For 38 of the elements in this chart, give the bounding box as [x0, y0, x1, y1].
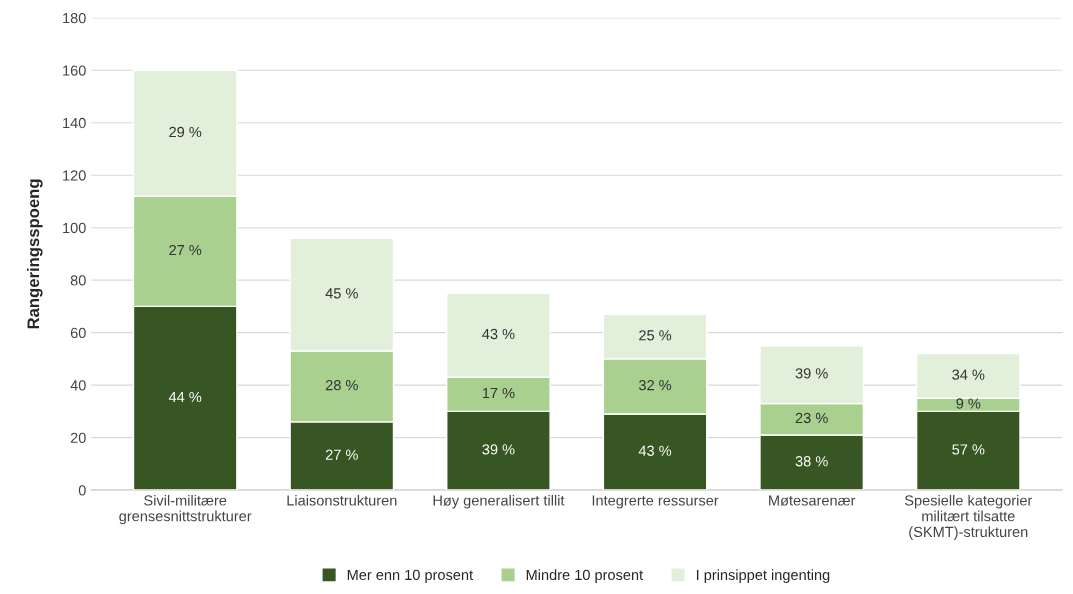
y-tick-label: 160: [63, 65, 86, 76]
annotation: 9 %: [956, 398, 981, 409]
legend-label: I prinsippet ingenting: [696, 569, 830, 583]
annotation: 44 %: [168, 391, 202, 403]
annotation: 32 %: [638, 380, 672, 391]
y-tick-label: 60: [70, 327, 86, 339]
y-axis-title: Rangeringsspoeng: [26, 179, 43, 329]
annotation: 27 %: [325, 449, 358, 460]
annotation: 25 %: [639, 330, 672, 341]
annotation: 34 %: [952, 369, 985, 380]
y-tick-label: 0: [78, 485, 86, 496]
y-tick-label: 100: [63, 222, 86, 234]
x-tick-label: Sivil-militære grensesnittstrukturer: [119, 494, 252, 525]
y-tick-label: 180: [63, 12, 86, 24]
x-tick-label: Møtesarenær: [769, 495, 856, 506]
x-tick-label: Liaisonstrukturen: [287, 494, 397, 506]
x-tick-label: Spesielle kategorier militært tilsatte (SKMT)-strukturen: [904, 494, 1033, 540]
y-tick-label: 140: [63, 117, 86, 129]
annotation: 29 %: [169, 126, 202, 138]
y-tick-label: 120: [63, 170, 86, 181]
annotation: 27 %: [169, 244, 202, 256]
annotation: 17 %: [482, 387, 515, 399]
annotation: 39 %: [482, 444, 515, 455]
y-tick-label: 80: [70, 275, 86, 286]
annotation: 23 %: [795, 412, 828, 424]
annotation: 45 %: [325, 288, 358, 299]
annotation: 57 %: [952, 444, 985, 455]
legend-label: Mer enn 10 prosent: [347, 569, 473, 583]
annotation: 38 %: [795, 456, 828, 467]
annotation: 28 %: [325, 380, 358, 391]
y-tick-label: 20: [70, 432, 86, 444]
x-tick-label: Integrerte ressurser: [592, 495, 719, 509]
annotation: 43 %: [638, 445, 672, 456]
y-tick-label: 40: [70, 380, 86, 391]
x-tick-label: Høy generalisert tillit: [433, 494, 565, 509]
annotation: 39 %: [795, 368, 828, 379]
annotation: 43 %: [482, 328, 515, 340]
legend-label: Mindre 10 prosent: [526, 569, 644, 583]
